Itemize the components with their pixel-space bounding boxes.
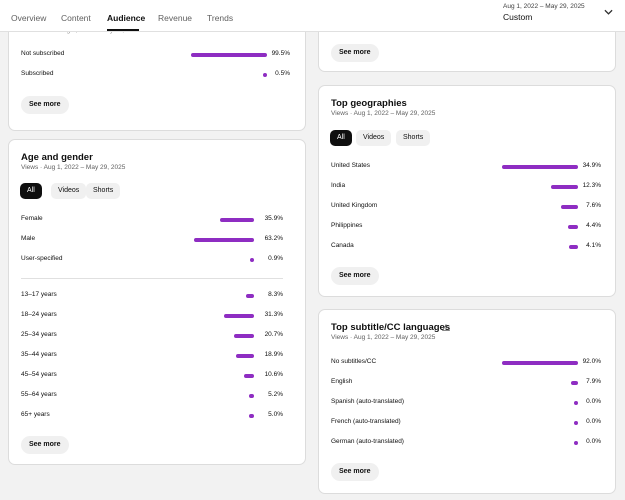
tab-audience[interactable]: Audience <box>107 13 146 23</box>
age-gender-card: Age and gender Views · Aug 1, 2022 – May… <box>8 139 306 465</box>
percentage-bar <box>219 218 254 222</box>
row-value: 35.9% <box>264 215 283 222</box>
row-label: Canada <box>331 242 354 249</box>
percentage-bar <box>191 53 267 57</box>
card-title: Age and gender <box>21 152 93 163</box>
percentage-bar <box>224 314 254 318</box>
card-title: Top subtitle/CC languages <box>331 322 451 333</box>
see-more-button[interactable]: See more <box>331 463 379 481</box>
row-label: German (auto-translated) <box>331 438 404 445</box>
row-value: 5.0% <box>268 411 283 418</box>
row-label: 55–64 years <box>21 391 57 398</box>
row-value: 31.3% <box>264 311 283 318</box>
percentage-bar <box>246 294 254 298</box>
percentage-bar <box>569 245 578 249</box>
row-value: 5.2% <box>268 391 283 398</box>
row-value: 0.9% <box>268 255 283 262</box>
row-label: 35–44 years <box>21 351 57 358</box>
row-value: 0.0% <box>586 418 601 425</box>
row-value: 7.9% <box>586 378 601 385</box>
filter-chip-videos[interactable]: Videos <box>51 183 87 199</box>
row-value: 12.3% <box>582 182 601 189</box>
tab-trends[interactable]: Trends <box>207 13 234 23</box>
percentage-bar <box>502 361 578 365</box>
row-label: Spanish (auto-translated) <box>331 398 404 405</box>
top-geographies-card: Top geographies Views · Aug 1, 2022 – Ma… <box>318 85 616 297</box>
row-value: 92.0% <box>582 358 601 365</box>
percentage-bar <box>235 354 254 358</box>
subscription-status-card: Watch time · Aug 1, 2022 – May 29, 2025 … <box>8 14 306 131</box>
card-subtitle: Views · Aug 1, 2022 – May 29, 2025 <box>331 334 436 341</box>
card-title: Top geographies <box>331 98 407 109</box>
tab-content[interactable]: Content <box>61 13 91 23</box>
warning-icon[interactable] <box>442 324 450 331</box>
percentage-bar <box>234 334 254 338</box>
filter-chip-shorts[interactable]: Shorts <box>396 130 431 146</box>
row-label: Male <box>21 235 36 242</box>
see-more-button[interactable]: See more <box>331 44 379 62</box>
tab-revenue[interactable]: Revenue <box>158 13 193 23</box>
percentage-bar <box>250 258 254 262</box>
percentage-bar <box>263 73 267 77</box>
filter-chip-videos[interactable]: Videos <box>356 130 392 146</box>
row-value: 20.7% <box>264 331 283 338</box>
row-label: French (auto-translated) <box>331 418 401 425</box>
percentage-bar <box>561 205 578 209</box>
row-label: India <box>331 182 346 189</box>
top-navigation-bar: Overview Content Audience Revenue Trends… <box>0 0 625 32</box>
row-label: 18–24 years <box>21 311 57 318</box>
percentage-bar <box>502 165 578 169</box>
percentage-bar <box>568 225 578 229</box>
row-label: 45–54 years <box>21 371 57 378</box>
row-label: Not subscribed <box>21 50 65 57</box>
percentage-bar <box>571 381 578 385</box>
row-label: 65+ years <box>21 411 50 418</box>
row-label: Female <box>21 215 43 222</box>
filter-chip-all[interactable]: All <box>20 183 42 199</box>
filter-chip-shorts[interactable]: Shorts <box>86 183 121 199</box>
percentage-bar <box>249 394 254 398</box>
row-label: English <box>331 378 353 385</box>
row-value: 4.4% <box>586 222 601 229</box>
percentage-bar <box>249 414 254 418</box>
percentage-bar <box>574 421 578 425</box>
card-subtitle: Views · Aug 1, 2022 – May 29, 2025 <box>331 110 436 117</box>
card-subtitle: Views · Aug 1, 2022 – May 29, 2025 <box>21 164 126 171</box>
see-more-button[interactable]: See more <box>21 96 69 114</box>
row-value: 7.6% <box>586 202 601 209</box>
row-value: 0.0% <box>586 398 601 405</box>
row-value: 34.9% <box>582 162 601 169</box>
percentage-bar <box>574 441 578 445</box>
row-label: No subtitles/CC <box>331 358 377 365</box>
chevron-down-icon <box>604 9 613 15</box>
active-tab-indicator <box>107 29 139 31</box>
row-value: 0.0% <box>586 438 601 445</box>
row-value: 18.9% <box>264 351 283 358</box>
row-label: 25–34 years <box>21 331 57 338</box>
row-value: 10.6% <box>264 371 283 378</box>
row-label: 13–17 years <box>21 291 57 298</box>
date-preset-text: Custom <box>503 12 533 22</box>
row-value: 99.5% <box>271 50 290 57</box>
percentage-bar <box>243 374 254 378</box>
row-value: 63.2% <box>264 235 283 242</box>
row-value: 0.5% <box>275 70 290 77</box>
top-subtitle-languages-card: Top subtitle/CC languages Views · Aug 1,… <box>318 309 616 494</box>
date-range-text: Aug 1, 2022 – May 29, 2025 <box>503 3 585 10</box>
percentage-bar <box>194 238 254 242</box>
row-value: 8.3% <box>268 291 283 298</box>
row-label: User-specified <box>21 255 63 262</box>
see-more-button[interactable]: See more <box>21 436 69 454</box>
filter-chip-all[interactable]: All <box>330 130 352 146</box>
percentage-bar <box>574 401 578 405</box>
row-label: United States <box>331 162 371 169</box>
see-more-button[interactable]: See more <box>331 267 379 285</box>
row-value: 4.1% <box>586 242 601 249</box>
percentage-bar <box>551 185 578 189</box>
row-label: Philippines <box>331 222 363 229</box>
tab-overview[interactable]: Overview <box>11 13 47 23</box>
row-label: United Kingdom <box>331 202 378 209</box>
divider <box>21 278 283 279</box>
row-label: Subscribed <box>21 70 54 77</box>
